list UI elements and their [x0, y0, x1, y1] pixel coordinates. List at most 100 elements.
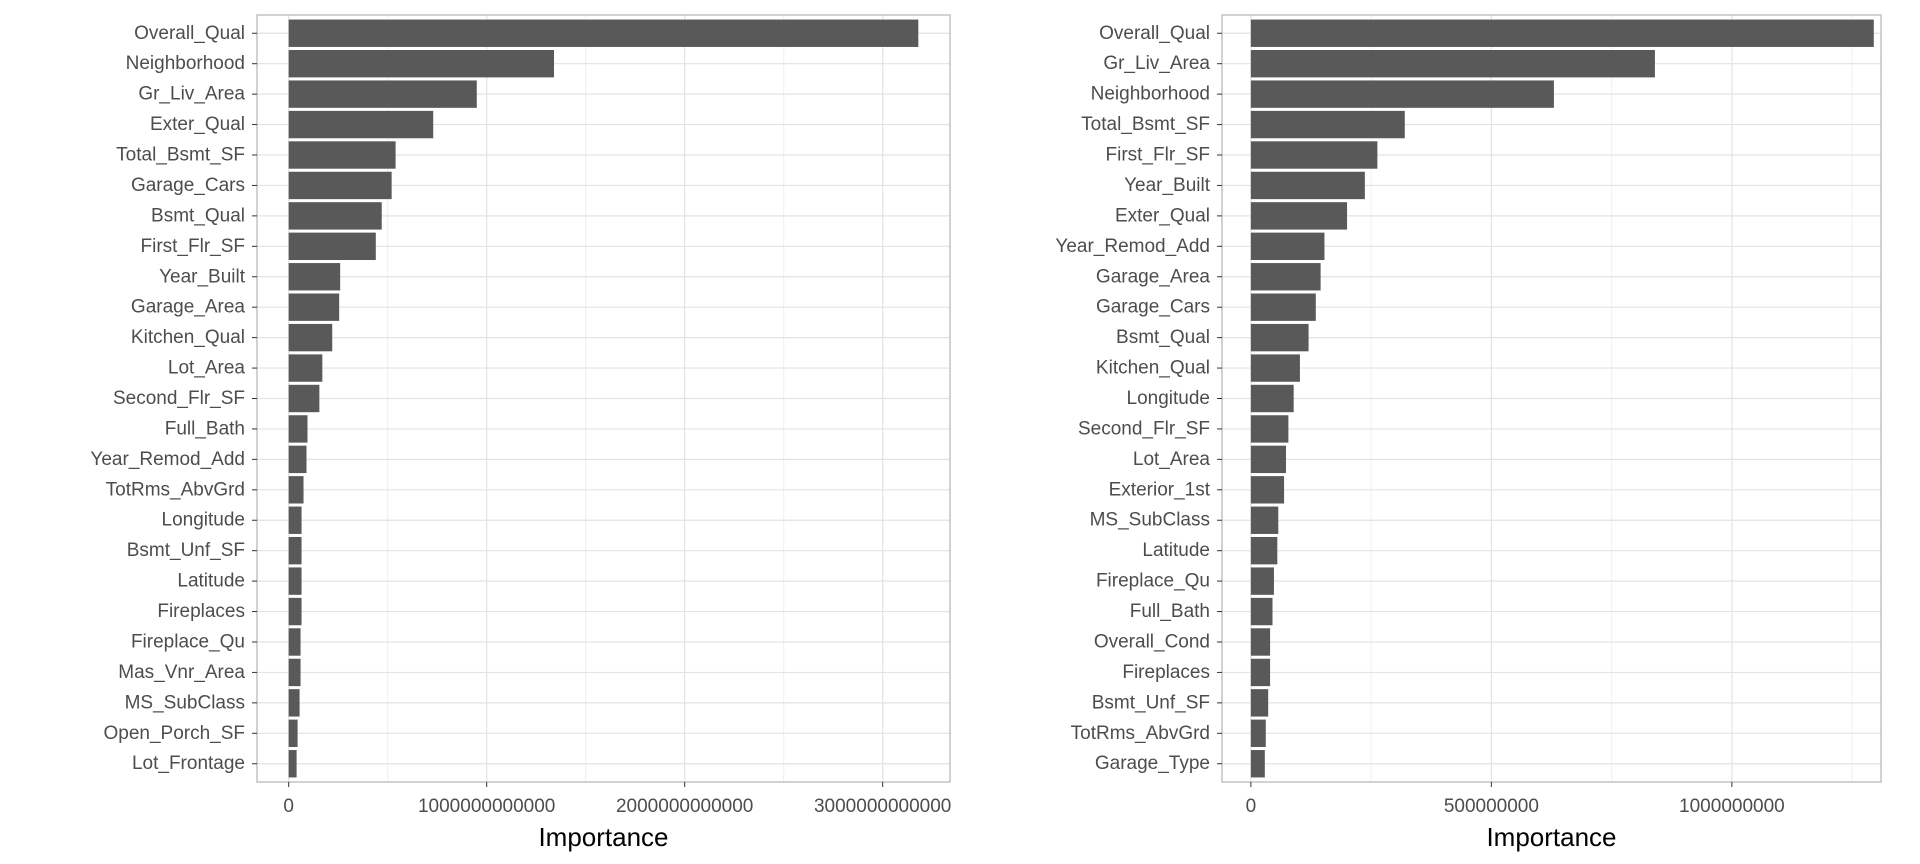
y-tick-label: Year_Built: [159, 266, 246, 287]
bar-overall-cond: [1250, 628, 1271, 656]
y-tick-label: Mas_Vnr_Area: [118, 662, 245, 683]
y-tick-label: Total_Bsmt_SF: [1081, 114, 1210, 135]
y-tick-label: Overall_Cond: [1094, 631, 1210, 652]
x-axis-title: Importance: [538, 822, 668, 852]
bar-garage-area: [1250, 263, 1321, 291]
bar-fireplace-qu: [288, 628, 301, 656]
x-tick-label: 0: [283, 796, 294, 817]
y-tick-label: First_Flr_SF: [1106, 145, 1211, 166]
x-tick-label: 1000000000: [1679, 796, 1785, 817]
bar-total-bsmt-sf: [288, 141, 396, 169]
y-tick-label: Year_Remod_Add: [1055, 236, 1210, 257]
y-tick-label: Bsmt_Unf_SF: [127, 540, 245, 561]
y-tick-label: Neighborhood: [1091, 84, 1210, 105]
bar-kitchen-qual: [288, 323, 333, 352]
bar-exterior-1st: [1250, 476, 1285, 504]
y-tick-label: Bsmt_Qual: [151, 205, 245, 226]
y-tick-label: Bsmt_Unf_SF: [1092, 692, 1210, 713]
bar-lot-frontage: [288, 750, 297, 778]
y-tick-label: MS_SubClass: [125, 692, 245, 713]
y-tick-label: Longitude: [1127, 388, 1210, 409]
bar-bsmt-qual: [1250, 323, 1309, 352]
y-tick-label: Full_Bath: [1130, 601, 1210, 622]
bar-fireplace-qu: [1250, 567, 1274, 595]
y-tick-label: Longitude: [162, 510, 245, 531]
y-tick-label: Gr_Liv_Area: [1103, 53, 1210, 74]
bar-ms-subclass: [288, 689, 300, 717]
y-tick-label: Garage_Cars: [1096, 297, 1210, 318]
bar-overall-qual: [288, 19, 919, 47]
y-tick-label: Second_Flr_SF: [1078, 418, 1210, 439]
bar-latitude: [288, 567, 302, 595]
bar-totrms-abvgrd: [288, 476, 304, 504]
x-axis-title: Importance: [1486, 822, 1616, 852]
y-tick-label: Fireplaces: [157, 601, 245, 622]
y-tick-label: First_Flr_SF: [141, 236, 246, 257]
y-tick-label: TotRms_AbvGrd: [106, 479, 245, 500]
bar-year-built: [1250, 171, 1365, 200]
y-tick-label: Open_Porch_SF: [103, 723, 245, 744]
bar-bsmt-unf-sf: [288, 536, 302, 565]
y-tick-label: Garage_Area: [131, 297, 246, 318]
bar-neighborhood: [288, 50, 554, 78]
y-tick-label: Latitude: [177, 571, 245, 592]
bar-totrms-abvgrd: [1250, 719, 1266, 747]
bar-total-bsmt-sf: [1250, 110, 1405, 139]
y-tick-label: Exterior_1st: [1109, 479, 1211, 500]
bar-longitude: [288, 506, 302, 534]
bar-mas-vnr-area: [288, 658, 301, 687]
y-tick-label: Total_Bsmt_SF: [116, 145, 245, 166]
bar-bsmt-unf-sf: [1250, 689, 1269, 717]
y-tick-label: Neighborhood: [126, 53, 245, 74]
y-tick-label: Lot_Area: [168, 358, 246, 379]
y-tick-label: Lot_Frontage: [132, 753, 245, 774]
y-tick-label: Garage_Type: [1095, 753, 1210, 774]
bar-exter-qual: [288, 110, 434, 139]
bar-second-flr-sf: [288, 384, 320, 413]
y-tick-label: Kitchen_Qual: [1096, 358, 1210, 379]
y-tick-label: Exter_Qual: [1115, 205, 1210, 226]
bar-lot-area: [1250, 445, 1286, 474]
x-tick-label: 3000000000000: [814, 796, 951, 817]
bar-fireplaces: [1250, 658, 1271, 687]
y-tick-label: Gr_Liv_Area: [138, 84, 245, 105]
y-tick-label: Kitchen_Qual: [131, 327, 245, 348]
y-tick-label: Latitude: [1142, 540, 1210, 561]
y-tick-label: Overall_Qual: [1099, 23, 1210, 44]
y-tick-label: Second_Flr_SF: [113, 388, 245, 409]
bar-garage-cars: [1250, 293, 1316, 321]
bar-full-bath: [1250, 597, 1273, 626]
bar-bsmt-qual: [288, 202, 382, 230]
y-tick-label: Fireplace_Qu: [131, 631, 245, 652]
bar-first-flr-sf: [1250, 141, 1378, 169]
bar-garage-cars: [288, 171, 392, 200]
bar-second-flr-sf: [1250, 415, 1289, 443]
bar-overall-qual: [1250, 19, 1874, 47]
y-tick-label: Year_Remod_Add: [90, 449, 245, 470]
x-tick-label: 0: [1246, 796, 1257, 817]
bar-full-bath: [288, 415, 308, 443]
bar-longitude: [1250, 384, 1294, 413]
x-tick-label: 500000000: [1444, 796, 1539, 817]
y-tick-label: Fireplaces: [1122, 662, 1210, 683]
x-tick-label: 2000000000000: [616, 796, 753, 817]
y-tick-label: Full_Bath: [165, 418, 245, 439]
bar-kitchen-qual: [1250, 354, 1300, 382]
y-tick-label: Lot_Area: [1133, 449, 1211, 470]
y-tick-label: Exter_Qual: [150, 114, 245, 135]
bar-latitude: [1250, 536, 1278, 565]
y-tick-label: TotRms_AbvGrd: [1071, 723, 1210, 744]
bar-first-flr-sf: [288, 232, 376, 261]
bar-ms-subclass: [1250, 506, 1279, 534]
y-tick-label: Bsmt_Qual: [1116, 327, 1210, 348]
bar-neighborhood: [1250, 80, 1554, 108]
bar-year-remod-add: [1250, 232, 1325, 261]
bar-year-built: [288, 263, 341, 291]
chart-importance-right: Overall_Qual Gr_Liv_Area Neighborhood Total…: [1055, 14, 1882, 852]
y-tick-label: Garage_Area: [1096, 266, 1211, 287]
bar-open-porch-sf: [288, 719, 298, 747]
bar-garage-area: [288, 293, 340, 321]
bar-gr-liv-area: [288, 80, 477, 108]
chart-importance-left: Overall_Qual Neighborhood Gr_Liv_Area Exter…: [90, 14, 951, 852]
